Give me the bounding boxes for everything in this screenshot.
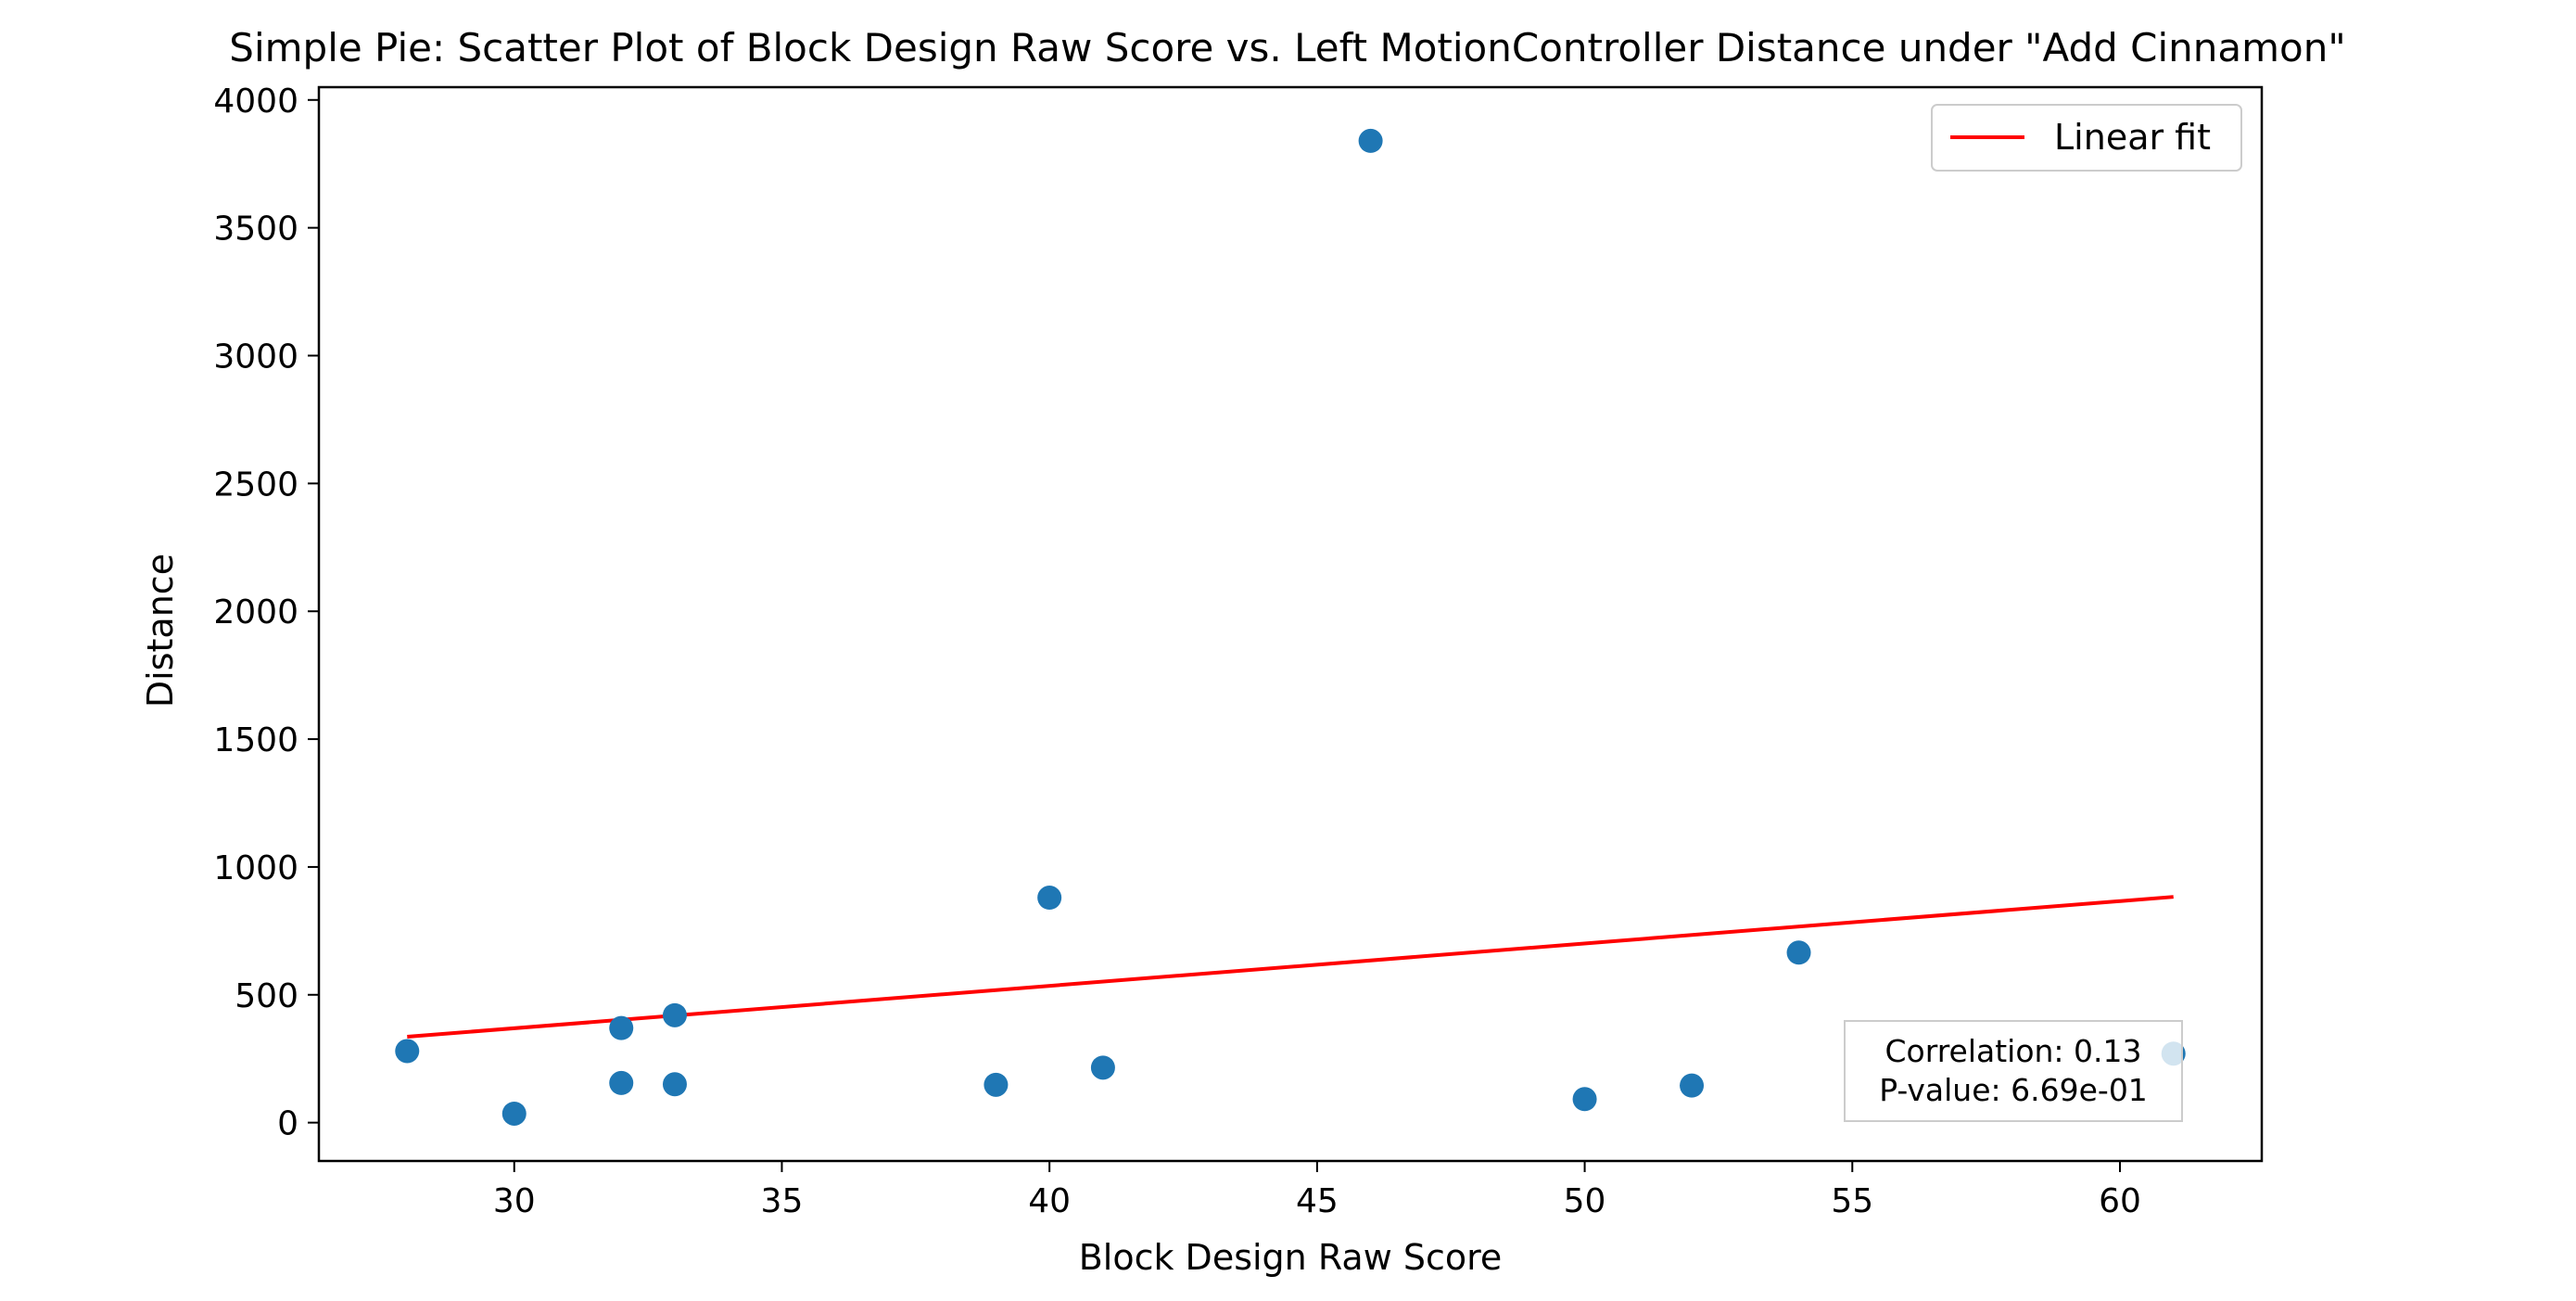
data-point bbox=[1090, 1055, 1115, 1080]
data-point bbox=[1572, 1087, 1597, 1112]
y-tick-label: 2000 bbox=[213, 593, 298, 631]
y-tick-label: 0 bbox=[277, 1105, 298, 1143]
y-tick-label: 500 bbox=[235, 977, 298, 1015]
linear-fit-line bbox=[407, 895, 2174, 1039]
data-point bbox=[1358, 128, 1383, 153]
plot-frame bbox=[317, 85, 2264, 1163]
data-point bbox=[609, 1070, 634, 1095]
plot-area: 30 35 40 45 50 55 60 0 500 1000 1500 2000 2500 3000 3… bbox=[213, 83, 2264, 1220]
correlation-text: Correlation: 0.13 bbox=[1884, 1033, 2141, 1069]
x-tick-label: 45 bbox=[1296, 1182, 1339, 1220]
chart-title: Simple Pie: Scatter Plot of Block Design… bbox=[229, 25, 2345, 70]
x-axis-label: Block Design Raw Score bbox=[1079, 1237, 1503, 1278]
data-point bbox=[662, 1002, 687, 1027]
x-axis-ticks: 30 35 40 45 50 55 60 bbox=[493, 1161, 2141, 1220]
x-tick-label: 55 bbox=[1831, 1182, 1873, 1220]
y-tick-label: 2500 bbox=[213, 466, 298, 504]
stats-annotation: Correlation: 0.13 P-value: 6.69e-01 bbox=[1844, 1020, 2183, 1122]
y-tick-label: 3000 bbox=[213, 338, 298, 376]
x-tick-label: 50 bbox=[1564, 1182, 1606, 1220]
data-point bbox=[662, 1072, 687, 1097]
data-point bbox=[501, 1101, 527, 1126]
x-tick-label: 35 bbox=[761, 1182, 804, 1220]
y-tick-label: 1500 bbox=[213, 721, 298, 759]
data-point bbox=[1680, 1073, 1705, 1098]
x-tick-label: 30 bbox=[493, 1182, 536, 1220]
y-tick-label: 4000 bbox=[213, 83, 298, 121]
legend-label-linear-fit: Linear fit bbox=[2054, 117, 2211, 158]
y-tick-label: 3500 bbox=[213, 210, 298, 249]
y-tick-label: 1000 bbox=[213, 849, 298, 887]
x-tick-label: 60 bbox=[2099, 1182, 2141, 1220]
p-value-text: P-value: 6.69e-01 bbox=[1879, 1072, 2148, 1108]
fit-line-layer bbox=[407, 895, 2174, 1039]
x-tick-label: 40 bbox=[1028, 1182, 1071, 1220]
data-points bbox=[395, 128, 2186, 1126]
data-point bbox=[395, 1039, 420, 1064]
legend: Linear fit bbox=[1931, 104, 2242, 172]
data-point bbox=[1786, 940, 1811, 965]
legend-box bbox=[1931, 104, 2242, 172]
y-axis-label: Distance bbox=[140, 554, 181, 708]
data-point bbox=[1037, 886, 1062, 911]
data-point bbox=[983, 1072, 1009, 1097]
data-point bbox=[609, 1015, 634, 1040]
stats-box bbox=[1844, 1020, 2183, 1122]
y-axis-ticks: 0 500 1000 1500 2000 2500 3000 3500 4000 bbox=[213, 83, 319, 1143]
